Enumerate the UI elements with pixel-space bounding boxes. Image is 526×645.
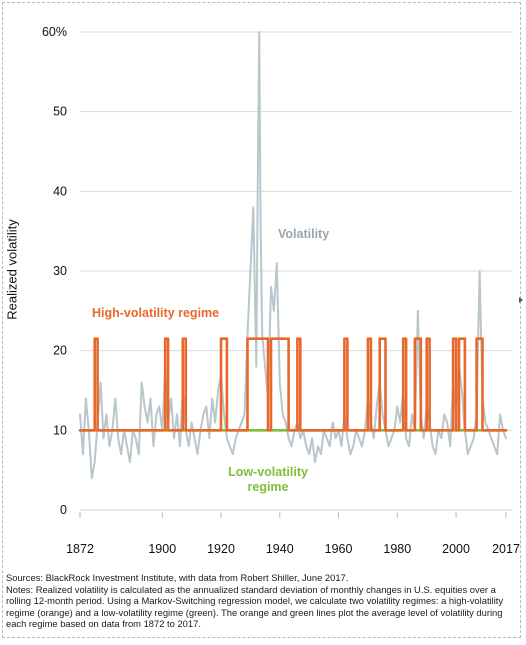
chart-notes: Sources: BlackRock Investment Institute,… xyxy=(6,572,518,630)
edge-marker xyxy=(519,297,523,303)
x-tick-label: 1940 xyxy=(266,542,294,556)
volatility-chart: 0 10 20 30 40 50 60% 1872 1900 1920 1940 1960 1980 2… xyxy=(42,25,520,556)
annotation-low-volatility-line2: regime xyxy=(248,480,289,494)
y-tick-label: 60% xyxy=(42,25,67,39)
grid-lines xyxy=(80,31,512,511)
annotation-low-volatility-line1: Low-volatility xyxy=(228,465,308,479)
series-lines xyxy=(78,31,508,480)
volatility-line xyxy=(79,31,507,480)
notes-text: Notes: Realized volatility is calculated… xyxy=(6,583,504,630)
x-tick-label: 1920 xyxy=(207,542,235,556)
x-tick-label: 2000 xyxy=(442,542,470,556)
x-tick-labels: 1872 1900 1920 1940 1960 1980 2000 2017 xyxy=(66,512,520,556)
y-tick-label: 30 xyxy=(53,264,67,278)
figure-frame xyxy=(2,2,521,638)
y-tick-label: 50 xyxy=(53,105,67,119)
x-tick-label: 1872 xyxy=(66,542,94,556)
high-volatility-line xyxy=(78,337,508,432)
x-tick-label: 1980 xyxy=(383,542,411,556)
y-tick-label: 0 xyxy=(60,503,67,517)
sources-text: Sources: BlackRock Investment Institute,… xyxy=(6,572,349,583)
annotation-volatility: Volatility xyxy=(278,227,329,241)
x-tick-label: 1960 xyxy=(325,542,353,556)
y-tick-label: 40 xyxy=(53,184,67,198)
y-tick-labels: 0 10 20 30 40 50 60% xyxy=(42,25,67,517)
y-axis-label: Realized volatility xyxy=(4,219,20,320)
annotation-high-volatility: High-volatility regime xyxy=(92,306,219,320)
y-tick-label: 20 xyxy=(53,344,67,358)
x-tick-label: 2017 xyxy=(492,542,520,556)
x-tick-label: 1900 xyxy=(148,542,176,556)
y-tick-label: 10 xyxy=(53,423,67,437)
